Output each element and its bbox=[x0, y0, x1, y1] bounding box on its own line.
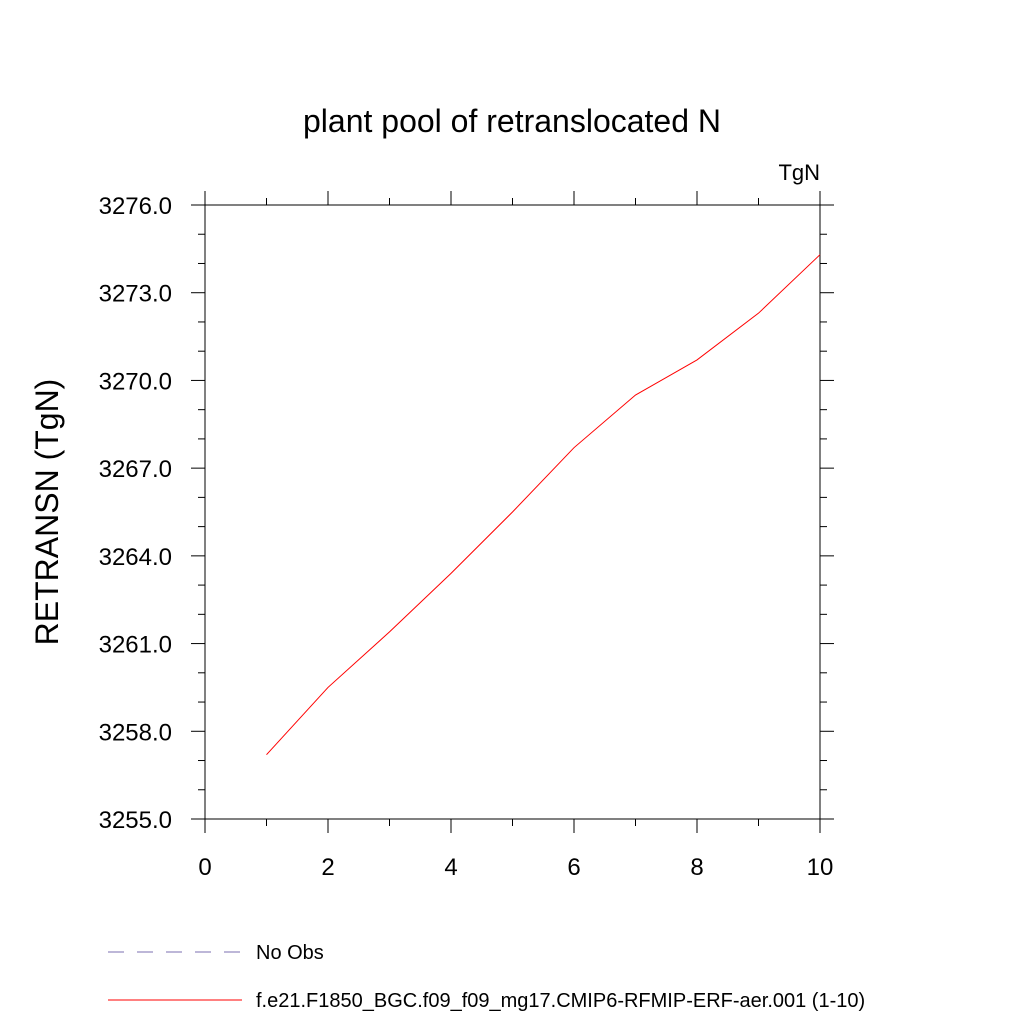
x-tick-label: 0 bbox=[198, 854, 211, 881]
x-tick-label: 2 bbox=[321, 854, 334, 881]
y-tick-label: 3261.0 bbox=[99, 632, 172, 659]
axes: 0 2 4 6 8 10 3255.0 3258.0 3261.0 3264.0 3267.0 327… bbox=[99, 191, 834, 881]
y-tick-label: 3255.0 bbox=[99, 807, 172, 834]
y-tick-label: 3258.0 bbox=[99, 719, 172, 746]
x-tick-label: 8 bbox=[690, 854, 703, 881]
y-tick-label: 3273.0 bbox=[99, 281, 172, 308]
x-tick-label: 10 bbox=[807, 854, 834, 881]
legend-label: f.e21.F1850_BGC.f09_f09_mg17.CMIP6-RFMIP… bbox=[256, 990, 865, 1012]
x-tick-label: 4 bbox=[444, 854, 457, 881]
y-tick-label: 3270.0 bbox=[99, 368, 172, 395]
y-tick-label: 3267.0 bbox=[99, 456, 172, 483]
y-tick-label: 3264.0 bbox=[99, 544, 172, 571]
y-tick-label: 3276.0 bbox=[99, 193, 172, 220]
chart-title: plant pool of retranslocated N bbox=[303, 103, 721, 139]
legend-label: No Obs bbox=[256, 942, 324, 964]
legend: No Obs f.e21.F1850_BGC.f09_f09_mg17.CMIP6… bbox=[108, 942, 865, 1012]
x-tick-label: 6 bbox=[567, 854, 580, 881]
series-line bbox=[266, 254, 821, 756]
units-label: TgN bbox=[778, 160, 820, 185]
y-axis-label: RETRANSN (TgN) bbox=[29, 379, 65, 646]
series-layer bbox=[266, 254, 821, 756]
